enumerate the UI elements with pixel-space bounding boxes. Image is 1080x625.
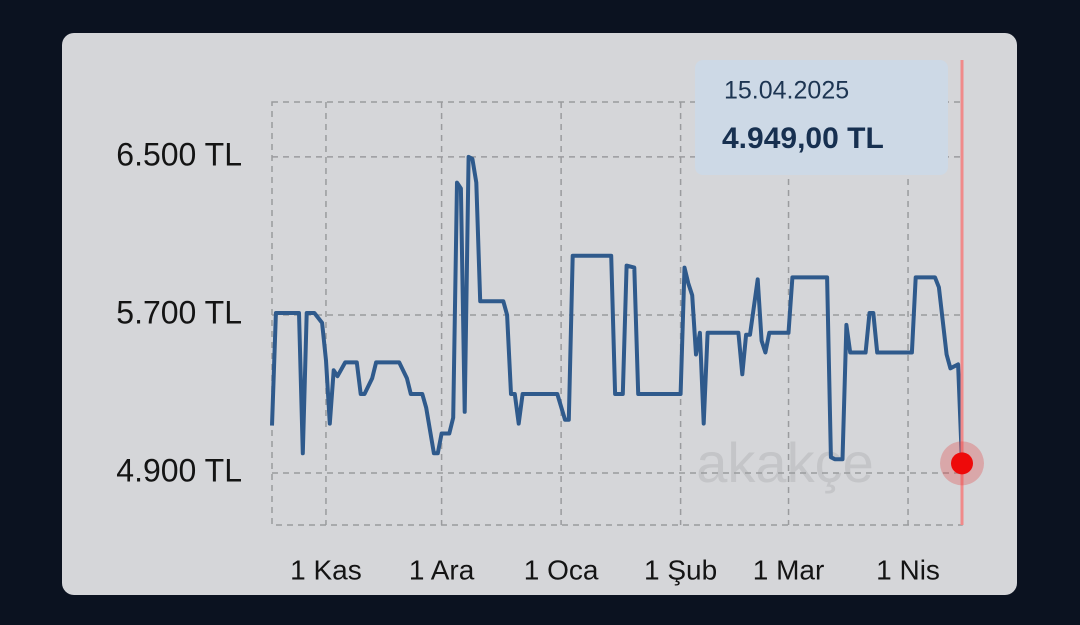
y-tick-label: 6.500 TL	[116, 136, 242, 172]
x-tick-label: 1 Oca	[524, 554, 599, 585]
tooltip-value: 4.949,00 TL	[722, 122, 884, 155]
x-tick-label: 1 Mar	[753, 554, 825, 585]
x-tick-label: 1 Nis	[876, 554, 940, 585]
price-line	[270, 154, 964, 464]
hover-point	[951, 452, 973, 475]
watermark: akakçe	[696, 431, 873, 494]
x-tick-label: 1 Kas	[290, 554, 362, 585]
tooltip	[695, 60, 948, 175]
x-tick-label: 1 Ara	[409, 554, 475, 585]
plot: 4.900 TL 5.700 TL 6.500 TL 1 Kas 1 Ara 1 Oca 1…	[116, 60, 984, 585]
y-tick-label: 5.700 TL	[116, 294, 242, 330]
y-tick-label: 4.900 TL	[116, 452, 242, 488]
plot-frame	[271, 101, 963, 526]
x-tick-label: 1 Şub	[644, 554, 717, 585]
tooltip-date: 15.04.2025	[724, 77, 849, 105]
